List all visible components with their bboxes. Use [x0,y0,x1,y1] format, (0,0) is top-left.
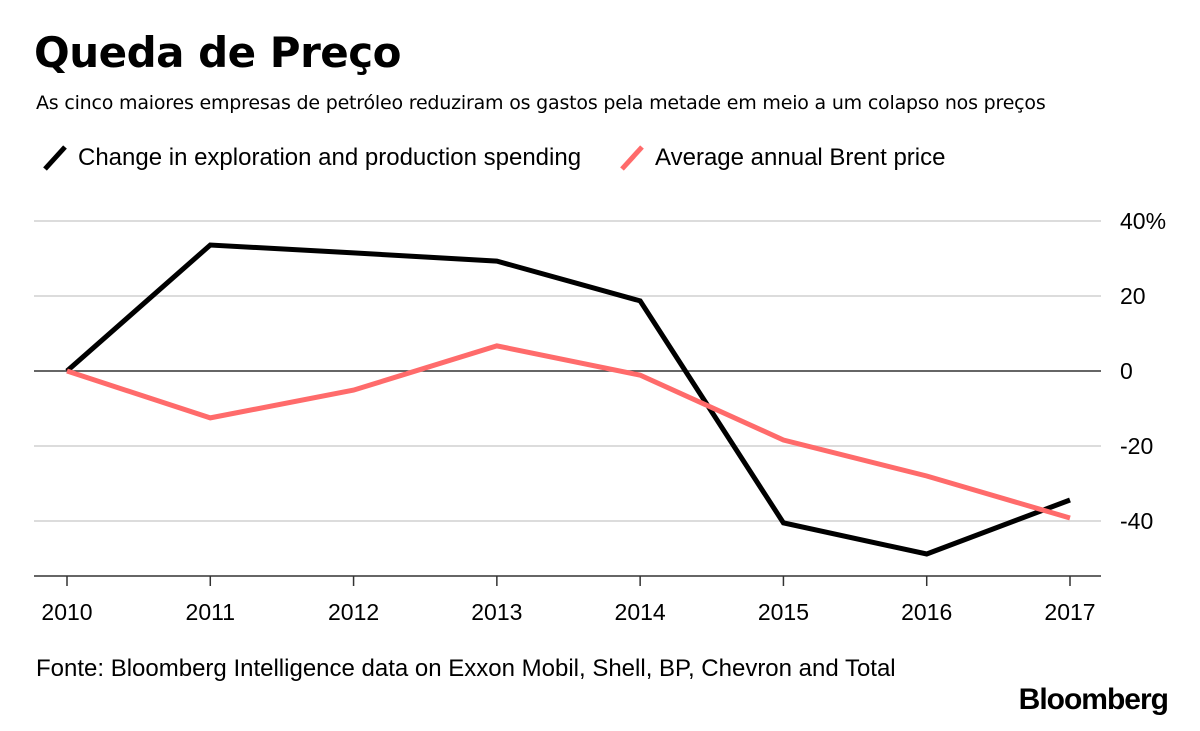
x-tick-label: 2016 [901,599,952,625]
x-tick-label: 2013 [471,599,522,625]
x-axis: 2010 2011 2012 2013 2014 2015 2016 2017 [34,575,1101,625]
source-note: Fonte: Bloomberg Intelligence data on Ex… [36,655,896,682]
legend-swatch-brent [620,145,644,171]
legend-item-spending: Change in exploration and production spe… [42,144,581,172]
y-tick-label: 20 [1120,283,1146,309]
y-tick-label: -40 [1120,508,1153,534]
series-line-brent [66,343,1071,521]
series-group [65,242,1071,557]
y-tick-label: 40% [1120,208,1166,234]
x-tick-label: 2014 [615,599,666,625]
chart-subtitle: As cinco maiores empresas de petróleo re… [36,92,1046,114]
series-line-spending [65,242,1071,557]
x-tick-label: 2011 [186,599,235,625]
gridlines [34,220,1101,522]
legend-label-brent: Average annual Brent price [655,144,946,171]
legend-item-brent: Average annual Brent price [619,144,945,172]
legend-label-spending: Change in exploration and production spe… [78,144,582,171]
bloomberg-logo: Bloomberg [1018,683,1169,716]
x-tick-label: 2017 [1044,599,1095,625]
chart-title: Queda de Preço [34,28,402,77]
legend: Change in exploration and production spe… [42,144,983,172]
x-tick-label: 2012 [328,599,379,625]
x-tick-label: 2015 [758,599,809,625]
y-tick-label: -20 [1120,433,1153,459]
x-tick-label: 2010 [41,599,92,625]
y-tick-label: 0 [1120,358,1133,384]
y-axis: 40% 20 0 -20 -40 [1120,208,1166,534]
legend-swatch-spending [43,145,67,171]
